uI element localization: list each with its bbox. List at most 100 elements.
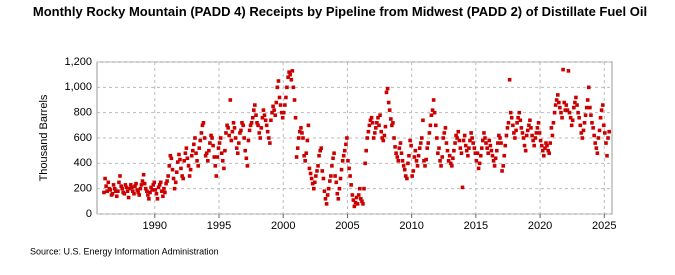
point xyxy=(385,86,390,91)
point xyxy=(291,85,296,90)
point xyxy=(503,143,508,148)
point xyxy=(242,136,246,140)
point xyxy=(406,161,410,166)
point xyxy=(310,181,315,186)
point xyxy=(425,146,429,150)
point xyxy=(504,133,509,138)
point xyxy=(408,138,412,143)
point xyxy=(224,131,228,135)
point xyxy=(438,159,442,163)
point xyxy=(182,159,187,163)
point xyxy=(342,148,347,153)
point xyxy=(443,126,448,130)
point xyxy=(424,157,428,162)
point xyxy=(217,141,222,145)
point xyxy=(506,121,511,125)
y-tick-label: 0 xyxy=(86,208,92,220)
point xyxy=(566,69,571,73)
point xyxy=(270,110,274,115)
point xyxy=(128,183,133,187)
point xyxy=(143,186,148,191)
point xyxy=(206,159,210,163)
point xyxy=(286,75,290,79)
point xyxy=(131,189,135,193)
point xyxy=(577,115,581,120)
point xyxy=(469,131,473,135)
point xyxy=(472,146,477,150)
point xyxy=(531,138,535,143)
point xyxy=(421,118,425,123)
point xyxy=(181,176,185,181)
point xyxy=(562,100,567,105)
point xyxy=(532,143,536,148)
point xyxy=(445,148,450,153)
point xyxy=(356,193,361,197)
point xyxy=(454,133,458,138)
point xyxy=(502,153,507,158)
point xyxy=(227,133,231,138)
point xyxy=(163,190,167,195)
point xyxy=(604,141,608,145)
point xyxy=(344,142,348,147)
point xyxy=(340,159,345,163)
point xyxy=(180,174,184,178)
point xyxy=(481,138,485,143)
point xyxy=(580,136,585,140)
point xyxy=(238,131,242,135)
point xyxy=(508,110,513,115)
point xyxy=(528,118,532,123)
point xyxy=(281,110,286,115)
point xyxy=(393,145,397,149)
point xyxy=(448,161,453,166)
point xyxy=(136,190,141,195)
point xyxy=(417,146,422,150)
point xyxy=(423,164,427,168)
point xyxy=(375,121,379,125)
point xyxy=(355,202,360,206)
y-tick-label: 400 xyxy=(74,157,92,169)
point xyxy=(414,159,419,163)
point xyxy=(479,146,484,150)
point xyxy=(212,155,217,159)
point xyxy=(252,108,256,112)
point xyxy=(231,121,236,125)
point xyxy=(167,164,172,168)
point xyxy=(467,146,471,150)
point xyxy=(498,136,502,140)
point xyxy=(474,159,479,163)
point xyxy=(202,136,207,140)
point xyxy=(593,141,597,145)
point xyxy=(138,186,143,191)
point xyxy=(367,123,372,128)
point xyxy=(196,164,201,168)
point xyxy=(229,138,234,143)
point xyxy=(275,85,280,90)
point xyxy=(379,129,384,134)
point xyxy=(394,151,398,155)
y-tick-label: 800 xyxy=(74,107,92,119)
point xyxy=(535,126,540,130)
point xyxy=(338,176,343,181)
point xyxy=(280,115,285,120)
point xyxy=(267,136,271,140)
point xyxy=(301,136,305,140)
point xyxy=(442,131,447,135)
point xyxy=(405,176,409,181)
point xyxy=(433,123,438,128)
point xyxy=(516,115,520,120)
point xyxy=(326,186,331,191)
point xyxy=(390,123,394,128)
point xyxy=(489,148,494,153)
point xyxy=(295,146,300,150)
point xyxy=(466,153,470,158)
point xyxy=(226,126,230,130)
point xyxy=(135,188,139,192)
point xyxy=(483,136,487,140)
point xyxy=(398,141,403,145)
point xyxy=(174,170,179,174)
point xyxy=(550,133,555,138)
point xyxy=(579,131,584,135)
point xyxy=(299,126,303,130)
point xyxy=(236,141,241,145)
point xyxy=(416,153,421,158)
